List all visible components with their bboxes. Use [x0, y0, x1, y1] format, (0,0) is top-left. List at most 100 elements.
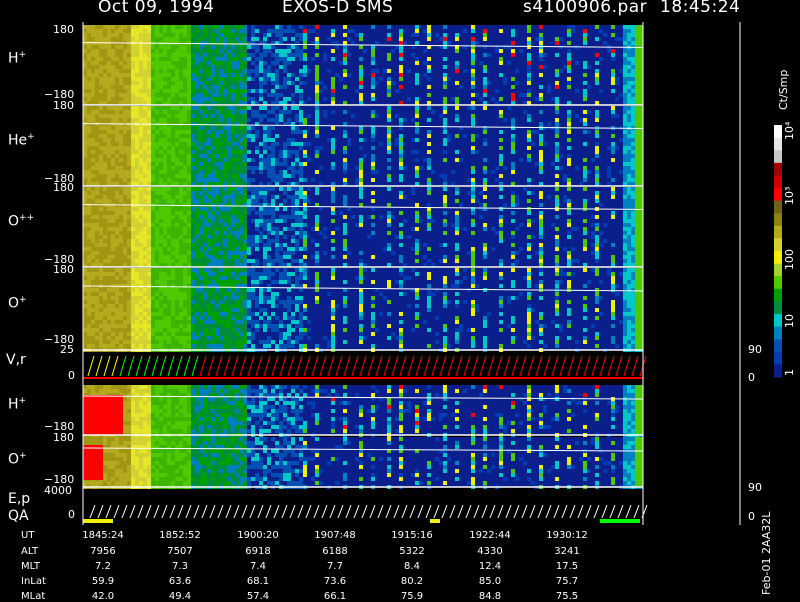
vr-trace: [632, 356, 638, 376]
ep-trace: [458, 505, 463, 518]
vr-trace: [288, 356, 294, 376]
ep-trace: [146, 505, 151, 518]
vr-trace: [344, 356, 350, 376]
ep-trace: [338, 505, 343, 518]
colorbar-tick-1e3: 10³: [783, 187, 796, 205]
vr-trace: [400, 356, 406, 376]
vr-trace: [184, 356, 190, 376]
ephem-value: 42.0: [73, 591, 133, 602]
ephem-value: 63.6: [150, 576, 210, 587]
ep-trace: [306, 505, 311, 518]
ephem-value: 7956: [73, 546, 133, 557]
ephem-value: 7.3: [150, 561, 210, 572]
y-bot-ep: 0: [68, 508, 75, 521]
ep-trace: [378, 505, 383, 518]
ep-trace: [434, 505, 439, 518]
colorbar-tick-10: 10: [783, 314, 796, 328]
ep-trace: [402, 505, 407, 518]
ep-trace: [514, 505, 519, 518]
vr-trace: [592, 356, 598, 376]
ephem-value: 1907:48: [305, 530, 365, 541]
vr-trace: [336, 356, 342, 376]
panel-he: [83, 106, 643, 186]
colorbar-segment: [774, 289, 782, 302]
colorbar-tick-1: 1: [783, 369, 796, 376]
plot-time: 18:45:24: [660, 0, 740, 17]
side-label: Feb-01 2AA32L: [760, 512, 773, 595]
ephem-value: 1922:44: [460, 530, 520, 541]
vr-trace: [392, 356, 398, 376]
ephem-value: 7.2: [73, 561, 133, 572]
vr-trace: [176, 356, 182, 376]
ep-trace: [250, 505, 255, 518]
panel-h: [83, 25, 643, 105]
colorbar-tick-100: 100: [783, 249, 796, 270]
ep-trace: [546, 505, 551, 518]
y-max-he: 180: [53, 99, 74, 112]
ep-trace: [234, 505, 239, 518]
vr-trace: [208, 356, 214, 376]
vr-trace: [152, 356, 158, 376]
vr-trace: [104, 356, 110, 376]
ephem-value: 12.4: [460, 561, 520, 572]
ep-trace: [538, 505, 543, 518]
vr-trace: [440, 356, 446, 376]
ephem-value: 17.5: [537, 561, 597, 572]
vr-trace: [216, 356, 222, 376]
vr-trace: [544, 356, 550, 376]
vr-trace: [88, 356, 94, 376]
vr-trace: [224, 356, 230, 376]
ephem-value: 1915:16: [382, 530, 442, 541]
ephem-value: 8.4: [382, 561, 442, 572]
ephem-value: 1930:12: [537, 530, 597, 541]
vr-trace: [136, 356, 142, 376]
ep-trace: [114, 505, 119, 518]
panel-label-ep: E,p: [8, 491, 30, 507]
qa-bar: [600, 519, 640, 523]
ephem-value: 66.1: [305, 591, 365, 602]
ephem-label-mlt: MLT: [21, 561, 40, 572]
y-bot-vr: 0: [68, 369, 75, 382]
vr-trace: [232, 356, 238, 376]
ephem-value: 7.7: [305, 561, 365, 572]
vr-trace: [296, 356, 302, 376]
ep-trace: [258, 505, 263, 518]
panel-label-vr: V,r: [6, 352, 26, 368]
ep-trace: [202, 505, 207, 518]
vr-trace: [360, 356, 366, 376]
panel-label-op: O+: [8, 295, 27, 312]
ep-trace: [442, 505, 447, 518]
ephem-value: 4330: [460, 546, 520, 557]
ep-trace: [602, 505, 607, 518]
ephem-value: 1845:24: [73, 530, 133, 541]
vr-trace: [264, 356, 270, 376]
vr-trace: [528, 356, 534, 376]
ep-trace: [162, 505, 167, 518]
vr-trace: [424, 356, 430, 376]
vr-trace: [480, 356, 486, 376]
right-bot-ep: 0: [748, 510, 755, 523]
colorbar-segment: [774, 226, 782, 239]
colorbar-segment: [774, 301, 782, 314]
qa-bar: [430, 519, 440, 523]
ep-trace: [586, 505, 591, 518]
right-bot-vr: 0: [748, 371, 755, 384]
panel-vr: [83, 356, 646, 378]
ephem-value: 80.2: [382, 576, 442, 587]
colorbar-segment: [774, 352, 782, 365]
colorbar-unit: Ct/Smp: [777, 70, 790, 110]
ep-trace: [626, 505, 631, 518]
vr-trace: [352, 356, 358, 376]
ep-trace: [218, 505, 223, 518]
ep-trace: [282, 505, 287, 518]
ephem-value: 49.4: [150, 591, 210, 602]
colorbar: [774, 125, 782, 378]
plot-date: Oct 09, 1994: [98, 0, 215, 17]
ep-trace: [634, 505, 639, 518]
ep-trace: [274, 505, 279, 518]
ephem-value: 73.6: [305, 576, 365, 587]
vr-trace: [624, 356, 630, 376]
y-max-h: 180: [53, 23, 74, 36]
o-lower-red: [83, 445, 103, 480]
vr-trace: [584, 356, 590, 376]
